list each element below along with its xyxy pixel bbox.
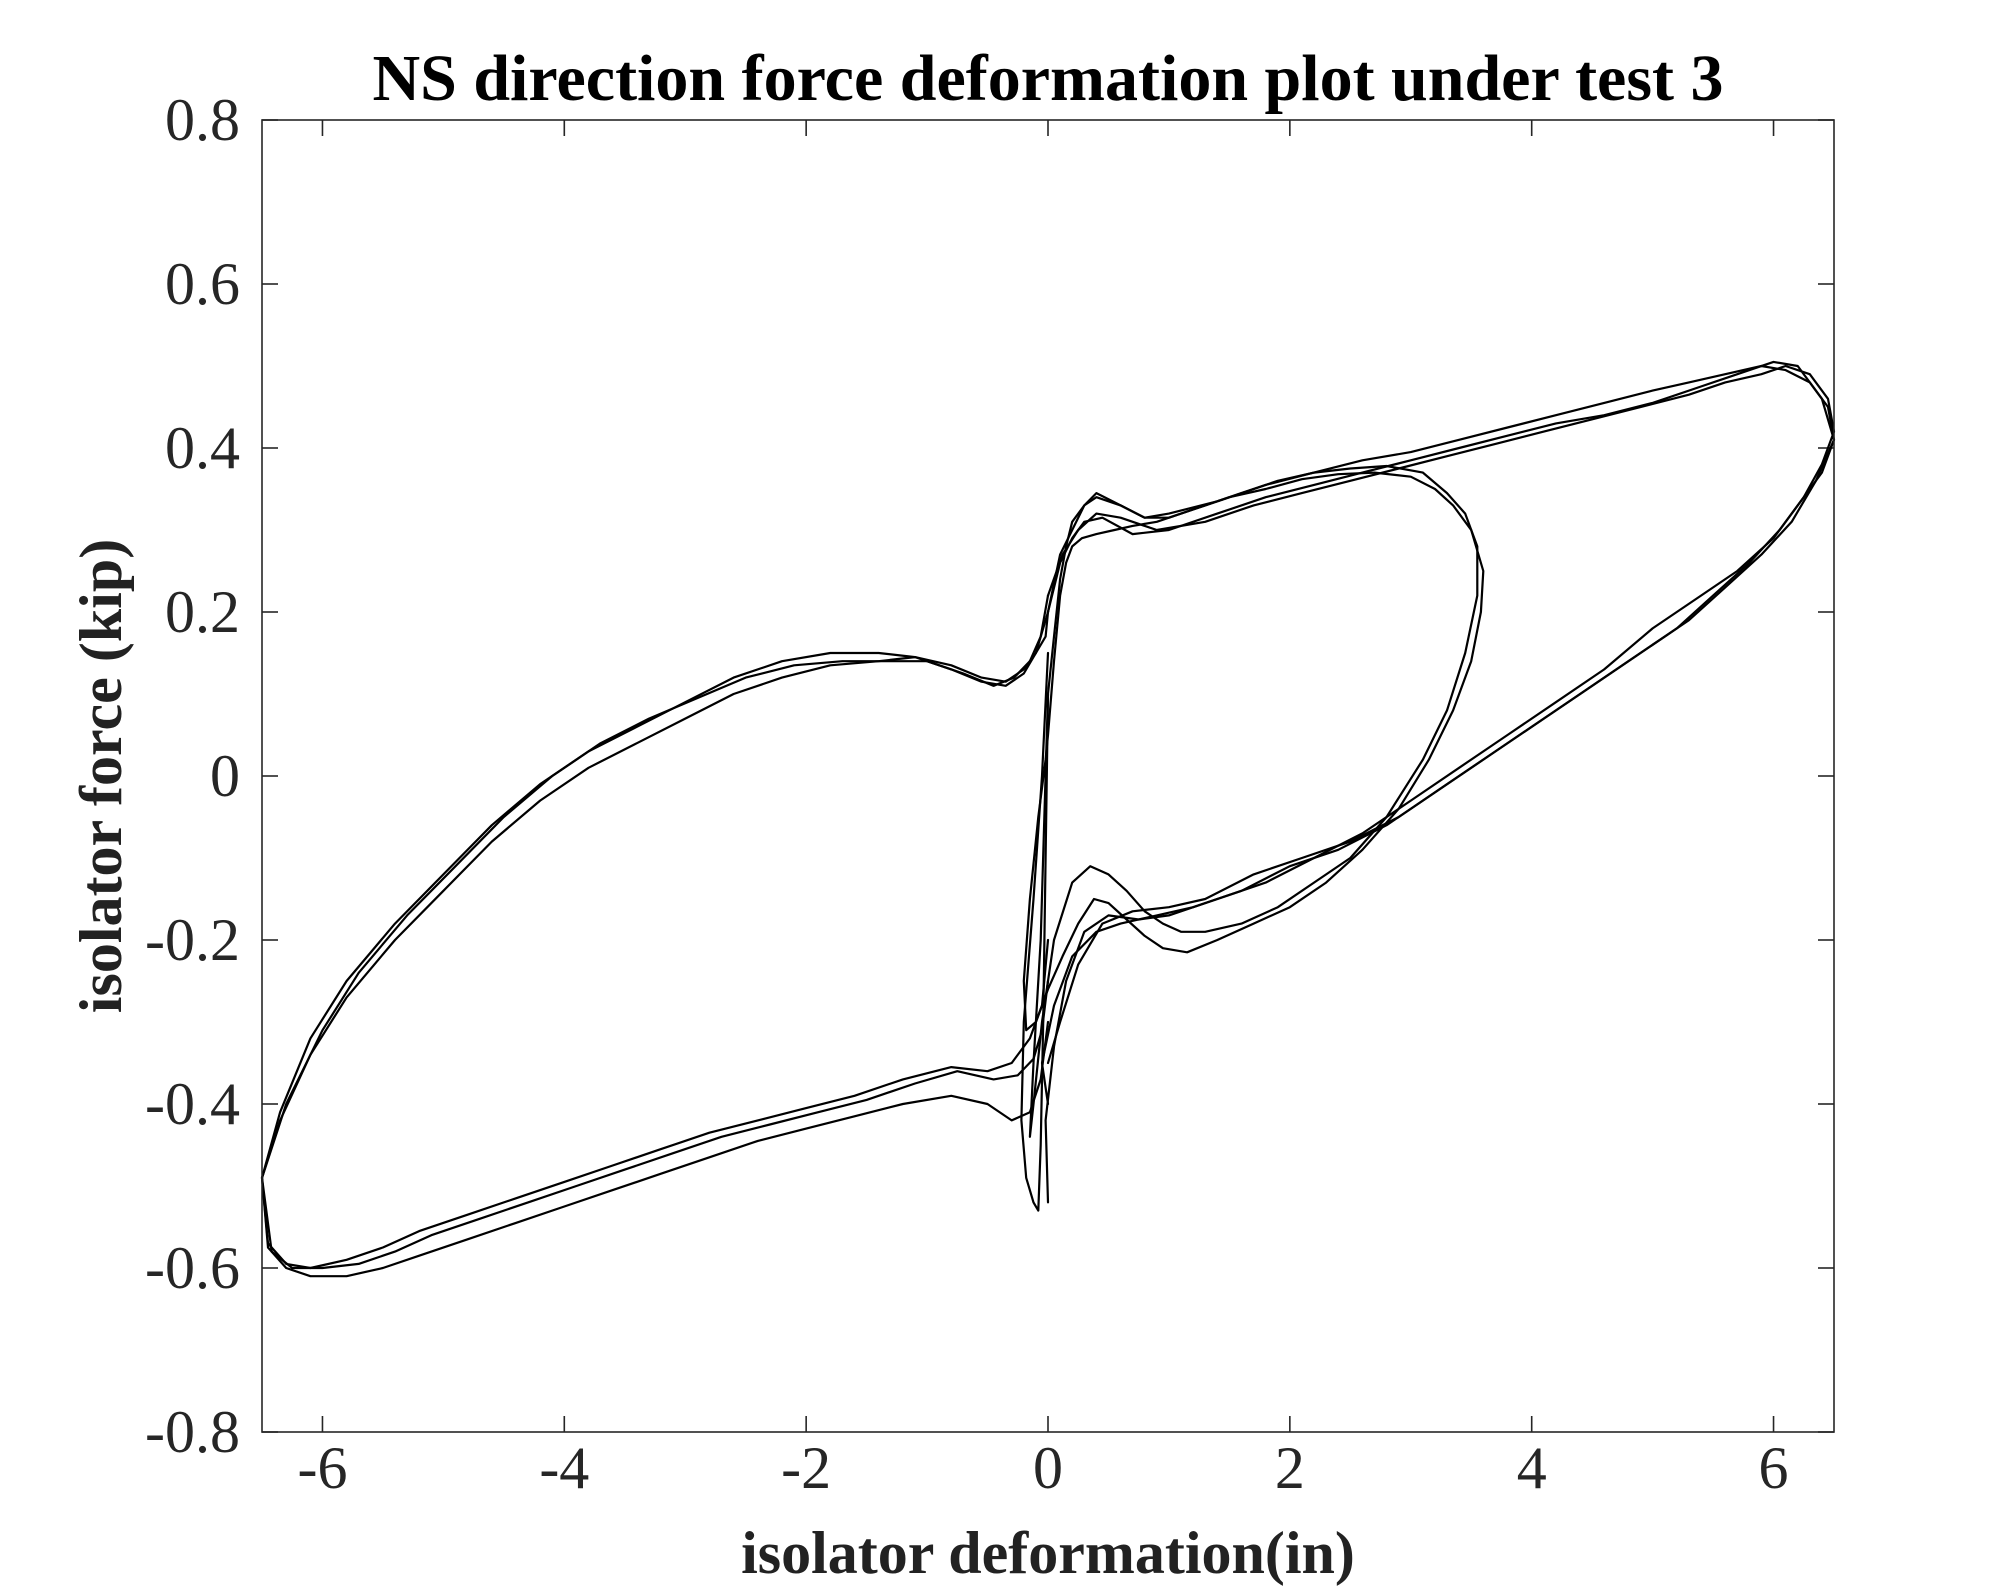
- plot-area-frame: [261, 119, 1835, 1433]
- tick-layer: -6 -4 -2 0 2 4 6 -0.8 -0.6 -0.4 -0.2 0 0.2 0.4 0.6 0.8: [145, 87, 1834, 1501]
- x-tick-label: -6: [297, 1435, 347, 1501]
- y-axis-label: isolator force (kip): [68, 539, 134, 1013]
- hysteresis-loop-8: [260, 594, 1050, 1270]
- x-tick-label: 6: [1759, 1435, 1789, 1501]
- hysteresis-loop-5: [1046, 360, 1836, 1065]
- x-axis-label: isolator deformation(in): [741, 1520, 1355, 1586]
- hysteresis-loop-1: [1022, 471, 1485, 1032]
- x-tick-label: 2: [1275, 1435, 1305, 1501]
- hysteresis-loop-4: [1040, 364, 1836, 1106]
- hysteresis-loop-9: [1020, 651, 1050, 1212]
- y-tick-label: 0.2: [165, 579, 240, 645]
- x-tick-label: -4: [539, 1435, 589, 1501]
- chart-title: NS direction force deformation plot unde…: [372, 42, 1723, 115]
- series-layer: [260, 360, 1836, 1278]
- y-tick-label: -0.4: [145, 1071, 240, 1137]
- y-tick-label: 0.8: [165, 87, 240, 153]
- y-tick-label: -0.8: [145, 1399, 240, 1465]
- x-tick-label: 0: [1033, 1435, 1063, 1501]
- x-tick-label: -2: [781, 1435, 831, 1501]
- x-tick-label: 4: [1517, 1435, 1547, 1501]
- y-tick-label: 0.6: [165, 251, 240, 317]
- y-tick-label: 0.4: [165, 415, 240, 481]
- y-tick-label: -0.2: [145, 907, 240, 973]
- hysteresis-loop-7: [260, 610, 1050, 1278]
- y-tick-label: 0: [210, 743, 240, 809]
- y-tick-label: -0.6: [145, 1235, 240, 1301]
